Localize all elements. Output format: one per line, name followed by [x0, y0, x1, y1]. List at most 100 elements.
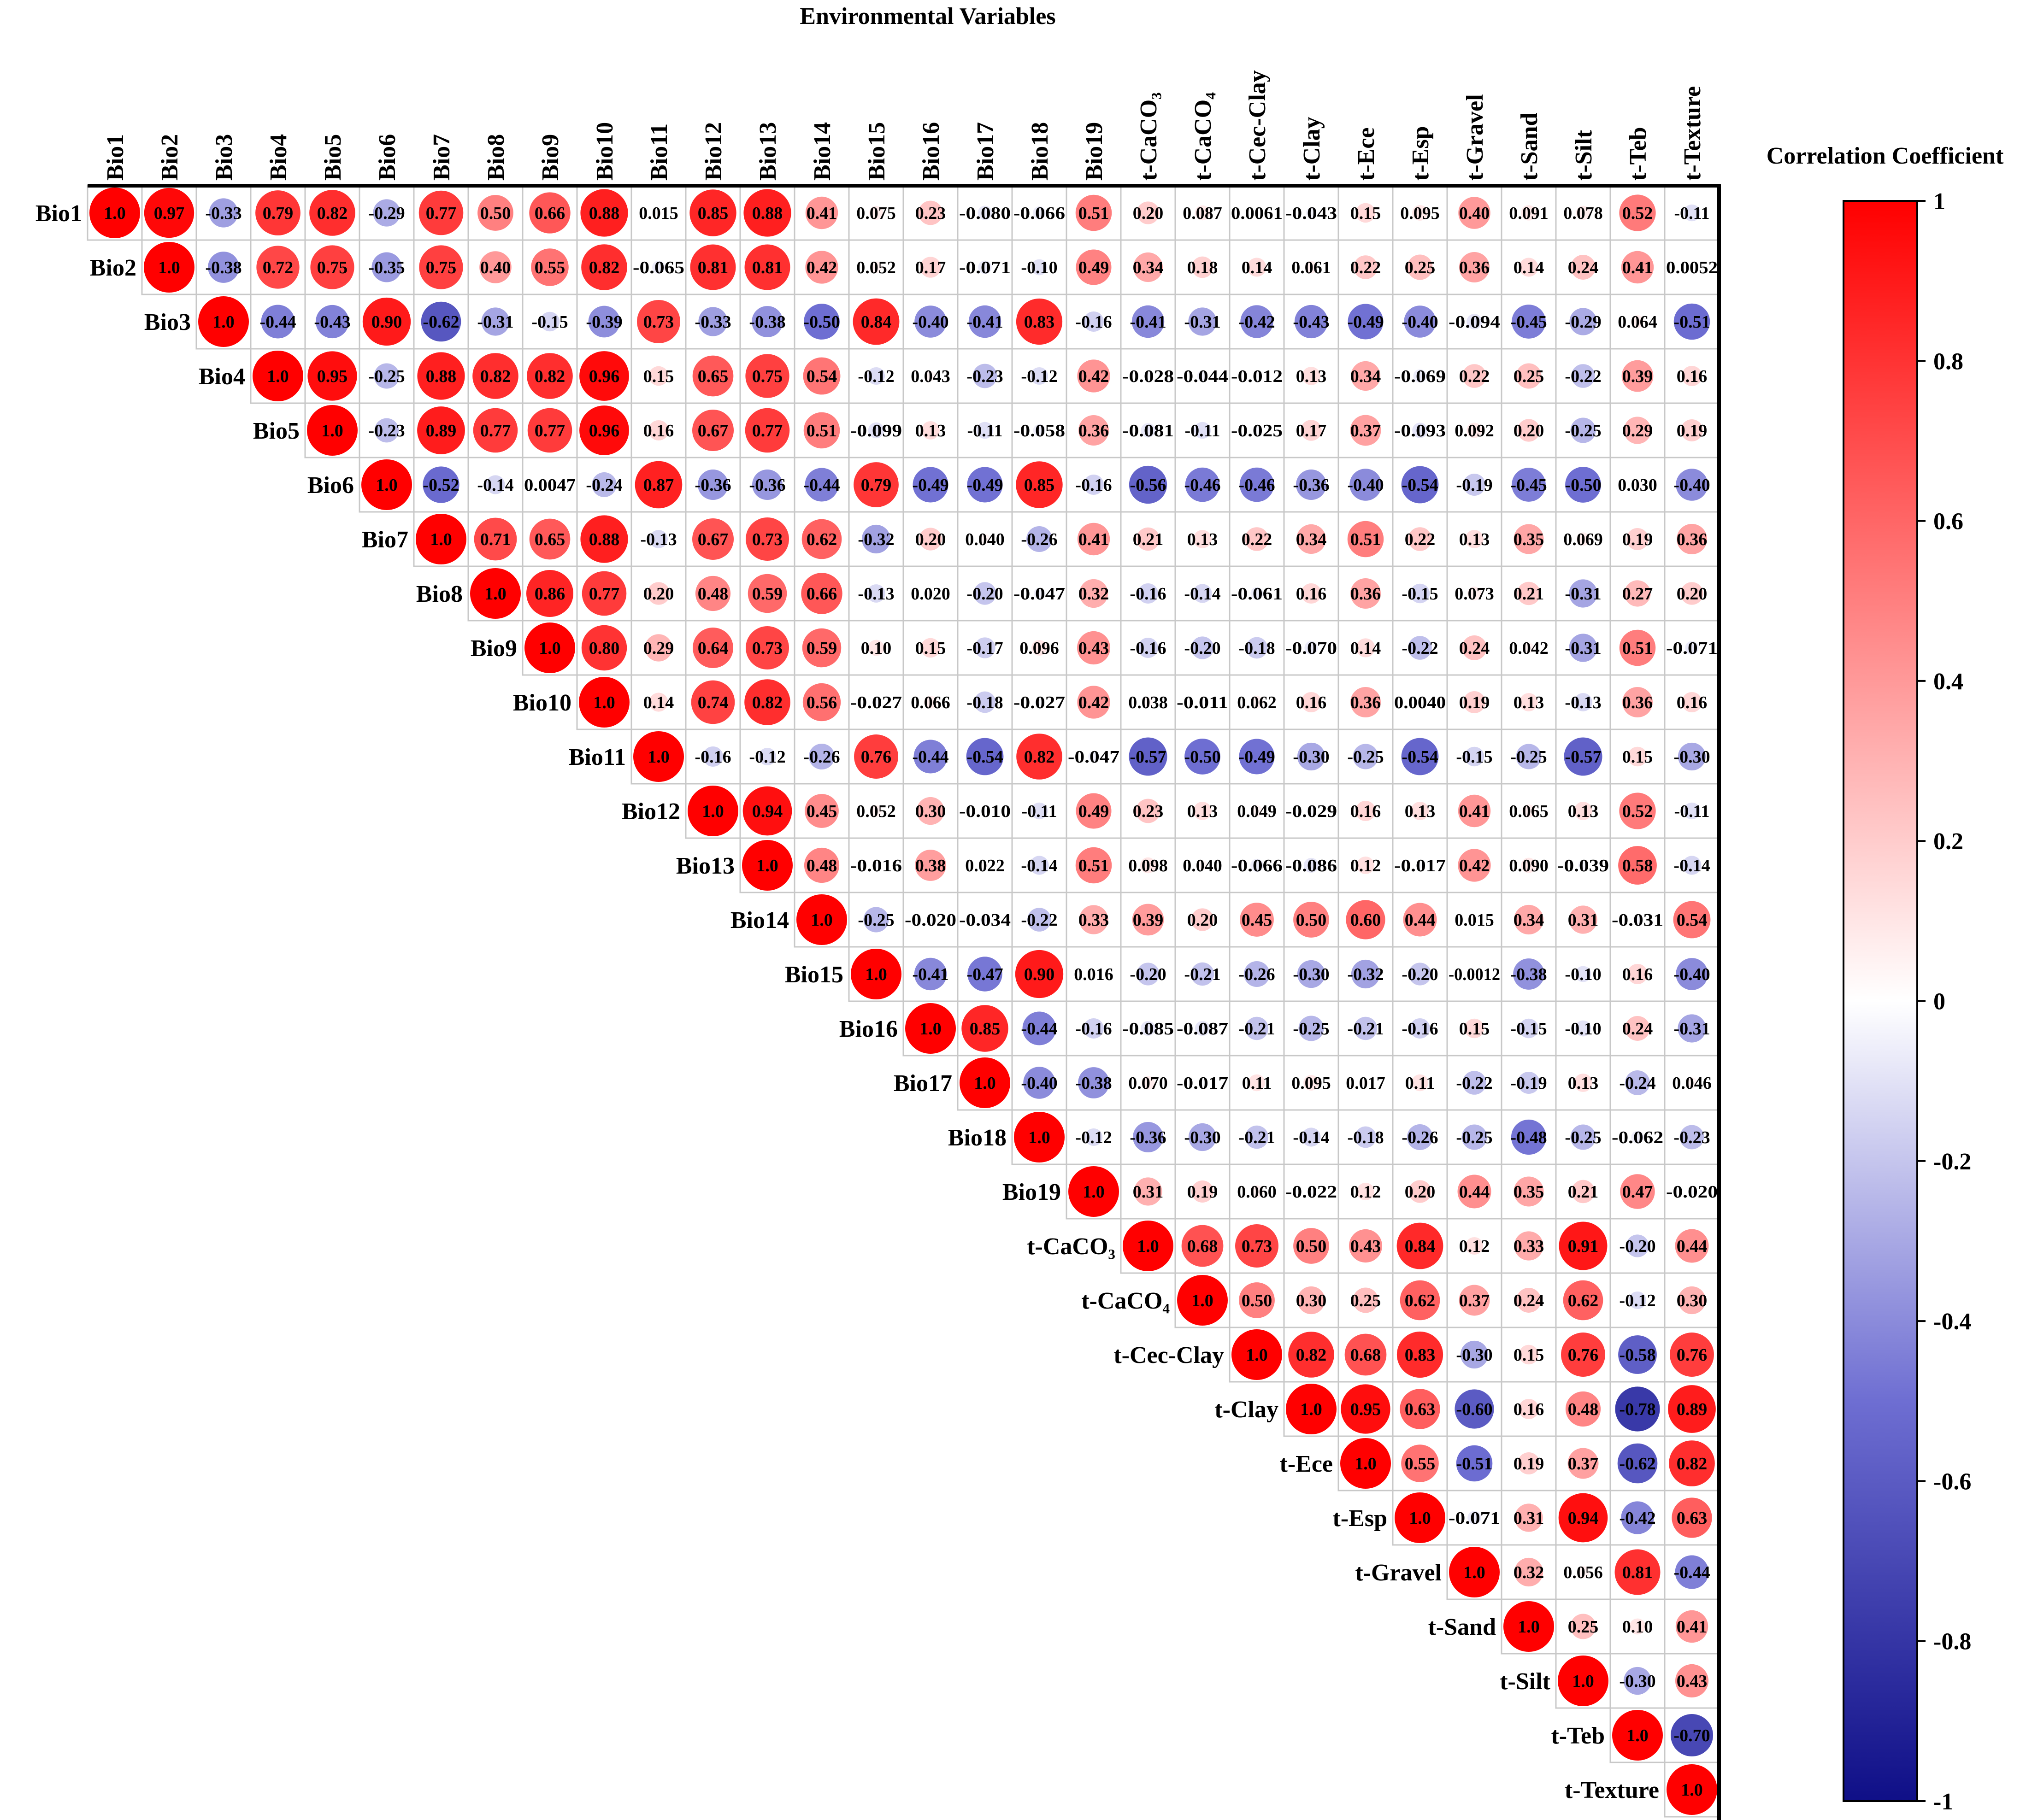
correlation-circle	[1030, 367, 1048, 385]
heatmap-cell: 1.0	[1011, 1109, 1067, 1165]
data-label: -0.16	[1130, 584, 1166, 604]
correlation-circle	[978, 260, 992, 274]
data-label: 0.64	[698, 639, 729, 658]
heatmap-cell: 0.75	[413, 239, 469, 295]
heatmap-cell: -0.49	[902, 457, 959, 513]
heatmap-cell: 0.71	[467, 511, 524, 567]
data-label: 0.030	[1618, 476, 1657, 495]
data-label: 0.94	[1568, 1509, 1599, 1528]
row-label: Bio2	[90, 255, 136, 281]
correlation-circle	[1401, 738, 1439, 775]
correlation-circle	[1514, 904, 1544, 935]
data-label: 0.41	[1677, 1617, 1708, 1637]
correlation-circle	[474, 517, 517, 561]
data-label: -0.22	[1021, 910, 1057, 930]
data-label: 0.27	[1622, 584, 1653, 604]
heatmap-cell: -0.15	[1446, 728, 1502, 785]
data-label: 0.32	[1078, 584, 1109, 604]
heatmap-cell: 0.64	[685, 620, 741, 676]
heatmap-cell: 0.16	[1337, 783, 1394, 839]
heatmap-cell: -0.23	[1664, 1109, 1720, 1165]
data-label: 0.88	[589, 204, 620, 223]
heatmap-cell: 0.85	[1011, 457, 1067, 513]
correlation-circle	[870, 261, 882, 273]
correlation-circle	[745, 354, 789, 398]
correlation-circle	[1519, 1344, 1539, 1365]
heatmap-cell: 0.073	[1446, 565, 1502, 622]
heatmap-cell: -0.034	[957, 892, 1013, 948]
data-label: 1.0	[430, 530, 452, 549]
data-label: 0.020	[911, 584, 950, 604]
correlation-circle	[803, 357, 841, 395]
correlation-circle	[1513, 958, 1544, 990]
data-label: 0.18	[1187, 258, 1218, 277]
data-label: 0.76	[1568, 1345, 1599, 1365]
correlation-circle	[374, 418, 399, 443]
heatmap-cell: 0.81	[739, 239, 795, 295]
correlation-circle	[1354, 1016, 1378, 1040]
data-label: 0.13	[1187, 802, 1218, 821]
data-label: 1.0	[484, 584, 507, 604]
colorbar-tick-label: -0.8	[1933, 1629, 1971, 1655]
correlation-circle	[853, 298, 900, 345]
heatmap-cell: 0.41	[1066, 511, 1122, 567]
correlation-circle	[633, 731, 684, 782]
heatmap-cell: 0.50	[1283, 892, 1339, 948]
heatmap-cell: 0.45	[1229, 892, 1285, 948]
heatmap-cell: 0.88	[576, 185, 632, 241]
correlation-circle	[868, 640, 884, 656]
correlation-circle	[1624, 417, 1651, 444]
heatmap-cell: 0.31	[1120, 1163, 1176, 1220]
data-label: -0.11	[1674, 802, 1709, 821]
data-label: -0.26	[1402, 1128, 1438, 1147]
data-label: 0.66	[807, 584, 837, 604]
heatmap-cell: 0.85	[685, 185, 741, 241]
heatmap-cell: 0.49	[1066, 783, 1122, 839]
heatmap-cell: 0.79	[250, 185, 306, 241]
column-label: Bio18	[1027, 122, 1053, 181]
data-label: -0.25	[858, 910, 894, 930]
heatmap-cell: 0.29	[1609, 402, 1666, 458]
correlation-circle	[1195, 205, 1210, 221]
data-label: 0.13	[915, 421, 946, 440]
correlation-circle	[649, 530, 668, 548]
heatmap-cell: 0.75	[304, 239, 360, 295]
heatmap-cell: 0.82	[304, 185, 360, 241]
correlation-circle	[1243, 961, 1270, 987]
heatmap-cell: -0.46	[1229, 457, 1285, 513]
heatmap-cell: -0.017	[1392, 837, 1448, 893]
data-label: 0.19	[1187, 1182, 1218, 1202]
heatmap-cell: 1.0	[195, 294, 252, 350]
correlation-circle	[1197, 370, 1208, 382]
heatmap-cell: -0.086	[1283, 837, 1339, 893]
correlation-circle	[1626, 528, 1649, 550]
data-label: -0.11	[967, 421, 1002, 440]
heatmap-cell: -0.41	[902, 946, 959, 1002]
data-label: 0.13	[1568, 1074, 1599, 1093]
correlation-circle	[1558, 1656, 1608, 1706]
data-label: -0.11	[1021, 802, 1057, 821]
correlation-circle	[524, 622, 575, 673]
heatmap-cell: -0.12	[1609, 1272, 1666, 1328]
data-label: -0.36	[749, 476, 785, 495]
data-label: 0.81	[698, 258, 729, 277]
correlation-circle	[1558, 1493, 1608, 1543]
data-label: -0.48	[1510, 1128, 1547, 1147]
heatmap-cell: 0.42	[794, 239, 850, 295]
correlation-circle	[1351, 959, 1380, 989]
correlation-circle	[1682, 366, 1702, 386]
correlation-circle	[1514, 524, 1544, 554]
data-label: 0.36	[1677, 530, 1708, 549]
data-label: 0.064	[1618, 312, 1657, 332]
correlation-circle	[1356, 856, 1375, 875]
correlation-circle	[1307, 1187, 1315, 1196]
data-label: 0.15	[1459, 1019, 1490, 1039]
heatmap-cell: 1.0	[1664, 1761, 1720, 1818]
data-label: -0.31	[1565, 639, 1601, 658]
correlation-circle	[1412, 423, 1428, 438]
correlation-circle	[744, 679, 790, 725]
heatmap-cell: -0.025	[1229, 402, 1285, 458]
correlation-circle	[371, 252, 402, 282]
heatmap-cell: 1.0	[1555, 1653, 1611, 1709]
data-label: -0.18	[1347, 1128, 1384, 1147]
